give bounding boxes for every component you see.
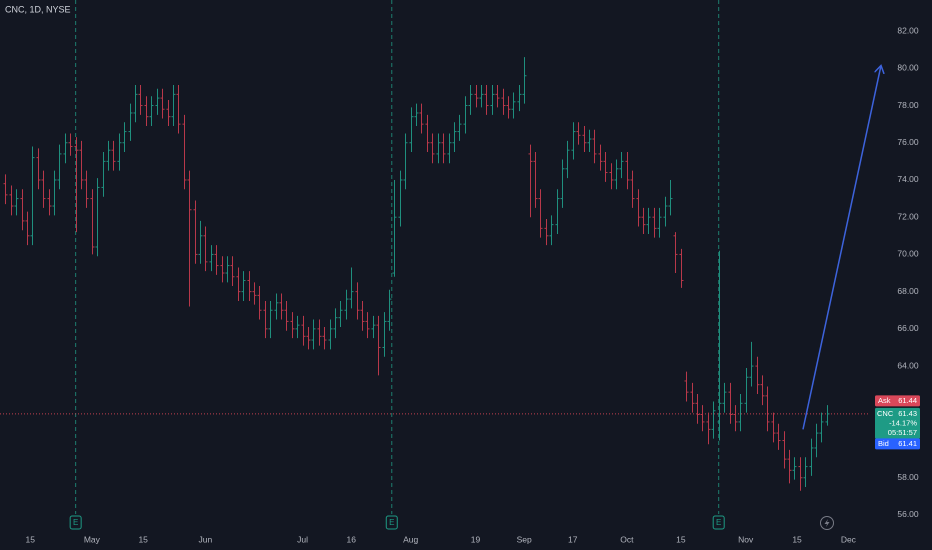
- x-tick-label: 16: [347, 534, 357, 544]
- event-badge: [385, 515, 398, 530]
- ask-value: 61.44: [898, 396, 917, 405]
- last-badge: [875, 407, 920, 439]
- chart-title: CNC, 1D, NYSE: [5, 4, 71, 14]
- x-tick-label: Dec: [841, 534, 857, 544]
- x-tick-label: 19: [471, 534, 481, 544]
- x-tick-label: 15: [26, 534, 36, 544]
- y-tick-label: 68.00: [897, 286, 919, 296]
- x-tick-label: Oct: [620, 534, 634, 544]
- y-tick-label: 70.00: [897, 249, 919, 259]
- y-tick-label: 74.00: [897, 174, 919, 184]
- x-tick-label: Sep: [517, 534, 532, 544]
- x-tick-label: Jul: [297, 534, 308, 544]
- y-tick-label: 56.00: [897, 509, 919, 519]
- event-label: E: [389, 518, 394, 527]
- bid-label: Bid: [878, 439, 889, 448]
- x-tick-label: Jun: [198, 534, 212, 544]
- x-tick-label: 17: [568, 534, 578, 544]
- x-tick-label: 15: [792, 534, 802, 544]
- y-tick-label: 64.00: [897, 360, 919, 370]
- x-tick-label: Aug: [403, 534, 418, 544]
- ask-label: Ask: [878, 396, 891, 405]
- event-badge: [69, 515, 82, 530]
- x-tick-label: 15: [138, 534, 148, 544]
- y-tick-label: 58.00: [897, 472, 919, 482]
- y-tick-label: 78.00: [897, 100, 919, 110]
- ask-badge: [875, 395, 920, 407]
- event-icon-realtime: [820, 516, 834, 530]
- y-tick-label: 80.00: [897, 63, 919, 73]
- trend-arrow: [802, 66, 881, 430]
- y-tick-label: 82.00: [897, 25, 919, 35]
- y-tick-label: 66.00: [897, 323, 919, 333]
- y-tick-label: 72.00: [897, 211, 919, 221]
- x-tick-label: Nov: [738, 534, 754, 544]
- event-label: E: [73, 518, 78, 527]
- last-label: CNC: [877, 409, 894, 418]
- last-change: -14.17%: [889, 418, 917, 427]
- bid-badge: [875, 438, 920, 450]
- bars: [3, 57, 830, 491]
- last-countdown: 05:51:57: [888, 428, 917, 437]
- event-label: E: [716, 518, 721, 527]
- x-tick-label: 15: [676, 534, 686, 544]
- event-badge: [712, 515, 725, 530]
- last-value: 61.43: [898, 409, 917, 418]
- x-tick-label: May: [84, 534, 101, 544]
- y-tick-label: 76.00: [897, 137, 919, 147]
- bid-value: 61.41: [898, 439, 917, 448]
